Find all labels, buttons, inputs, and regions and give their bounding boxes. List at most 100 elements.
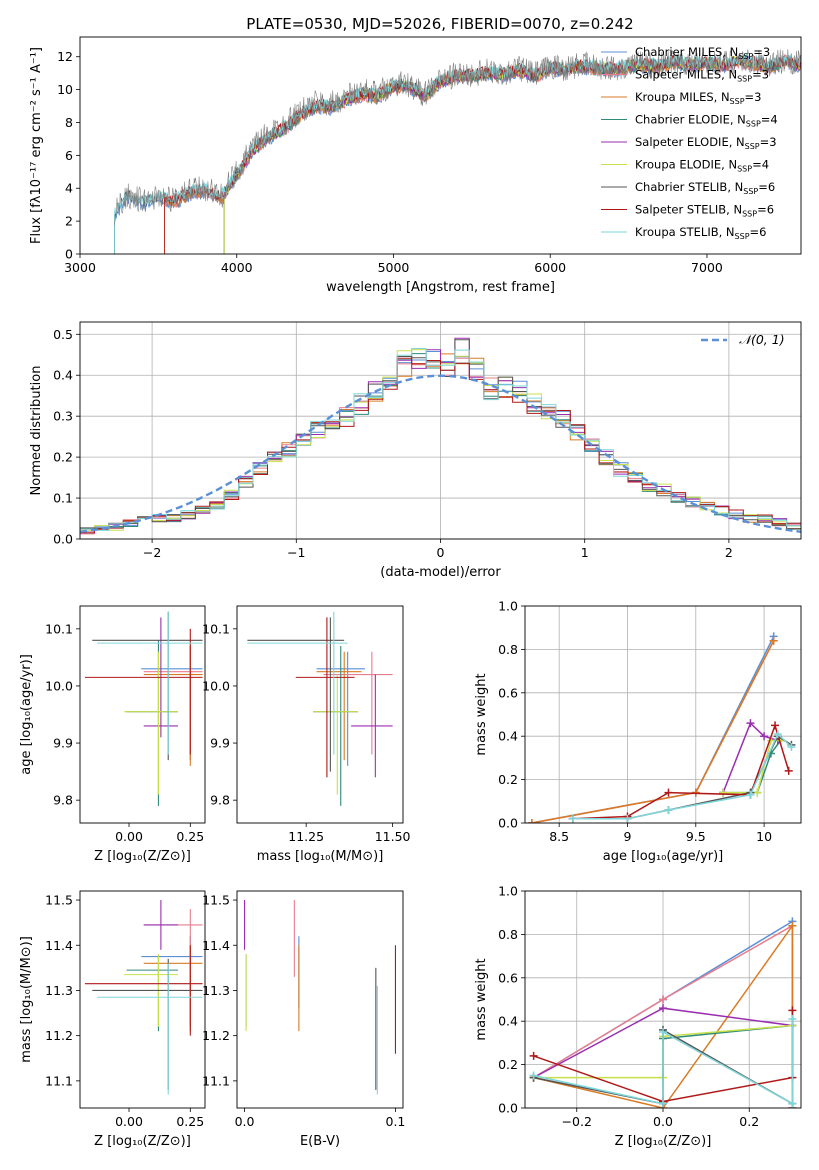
- mass-weight-marker: [719, 788, 728, 797]
- plot-area: [529, 917, 797, 1108]
- plot-area: [243, 900, 397, 1095]
- x-axis-label: (data-model)/error: [380, 565, 501, 580]
- x-tick-label: 0.25: [176, 829, 204, 844]
- x-tick-label: 0.0: [653, 1114, 673, 1129]
- chart-mass-vs-Z: 0.00 0.25 11.1 11.2 11.3 11.4 11.5 Z [log₁₀(Z/Z…: [19, 890, 206, 1149]
- model-spectrum-line: [114, 53, 801, 254]
- plot-area: [527, 632, 796, 823]
- legend-entry: Chabrier MILES, NSSP=3: [635, 45, 770, 61]
- y-tick-label: 9.8: [210, 793, 230, 808]
- x-tick-label: 8.5: [549, 829, 569, 844]
- y-tick-label: 10.1: [45, 621, 73, 636]
- chart-age-vs-Z: 0.00 0.25 9.8 9.9 10.0 10.1 Z [log₁₀(Z/Z⊙)] age…: [19, 605, 206, 864]
- mass-weight-marker: [527, 819, 536, 823]
- mass-weight-marker: [664, 805, 673, 814]
- y-tick-label: 2: [65, 214, 73, 229]
- legend-entry: Kroupa STELIB, NSSP=6: [635, 225, 766, 241]
- y-tick-label: 0.2: [498, 772, 518, 787]
- chart-mass-weight-vs-Z: −0.2 0.0 0.2 0.0 0.2 0.4 0.6 0.8 1.0 Z [log₁₀(Z/Z…: [474, 884, 802, 1149]
- mass-weight-marker: [568, 814, 577, 823]
- y-tick-label: 11.3: [45, 983, 73, 998]
- plot-area: [80, 337, 801, 535]
- legend-entry: Salpeter STELIB, NSSP=6: [635, 203, 774, 219]
- mass-weight-marker: [771, 721, 780, 730]
- x-axis-label: Z [log₁₀(Z/Z⊙)]: [94, 849, 191, 864]
- y-tick-label: 9.8: [53, 793, 73, 808]
- y-tick-label: 0.6: [498, 685, 518, 700]
- y-axis-label: Normed distribution: [29, 366, 44, 496]
- gaussian-curve: [80, 374, 801, 533]
- y-tick-label: 0.0: [53, 532, 73, 547]
- y-tick-label: 11.1: [202, 1073, 230, 1088]
- mass-weight-marker: [664, 788, 673, 797]
- mass-weight-marker: [746, 790, 755, 799]
- chart-age-vs-mass: 11.25 11.50 9.8 9.9 10.0 10.1 mass [log₁₀(M/M⊙…: [202, 605, 411, 864]
- x-tick-label: 0: [437, 545, 445, 560]
- mass-weight-marker: [773, 730, 782, 739]
- axes-frame: [236, 605, 404, 824]
- x-axis-label: wavelength [Angstrom, rest frame]: [326, 280, 555, 295]
- y-axis-label: mass [log₁₀(M/M⊙)]: [19, 936, 34, 1063]
- mass-weight-marker: [788, 921, 797, 930]
- plot-area: [114, 49, 801, 254]
- y-axis-label: Flux [fλ10⁻¹⁷ erg cm⁻² s⁻¹ A⁻¹]: [29, 47, 44, 244]
- y-tick-label: 0.8: [498, 642, 518, 657]
- y-tick-label: 0.2: [53, 450, 73, 465]
- y-tick-label: 0.6: [498, 970, 518, 985]
- x-tick-label: 3000: [64, 260, 96, 275]
- axes-frame: [79, 321, 802, 540]
- x-tick-label: 9: [623, 829, 631, 844]
- axes-frame: [79, 36, 802, 255]
- x-tick-label: 0.25: [176, 1114, 204, 1129]
- x-tick-label: 7000: [691, 260, 723, 275]
- mass-weight-marker: [746, 719, 755, 728]
- mass-weight-marker: [659, 1004, 667, 1013]
- y-tick-label: 11.4: [202, 938, 230, 953]
- axes-frame: [79, 890, 206, 1109]
- x-tick-label: −0.2: [562, 1114, 592, 1129]
- y-tick-label: 6: [65, 148, 73, 163]
- x-tick-label: 1: [581, 545, 589, 560]
- y-tick-label: 9.9: [53, 736, 73, 751]
- legend-entry: Kroupa ELODIE, NSSP=4: [635, 158, 769, 174]
- y-tick-label: 4: [65, 181, 73, 196]
- x-tick-label: −2: [143, 545, 161, 560]
- y-tick-label: 8: [65, 115, 73, 130]
- y-tick-label: 1.0: [498, 599, 518, 614]
- mass-weight-marker: [760, 732, 769, 741]
- y-tick-label: 0.3: [53, 409, 73, 424]
- y-tick-label: 10.0: [202, 678, 230, 693]
- mass-weight-marker: [788, 1006, 797, 1015]
- y-tick-label: 0.8: [498, 927, 518, 942]
- y-tick-label: 11.5: [45, 893, 73, 908]
- mass-weight-marker: [659, 1028, 667, 1037]
- x-tick-label: 0.00: [115, 1114, 143, 1129]
- mass-weight-marker: [788, 1099, 797, 1108]
- mass-weight-line: [572, 732, 792, 820]
- y-tick-label: 0.5: [53, 327, 73, 342]
- y-axis-label: mass weight: [474, 673, 489, 755]
- y-tick-label: 0.0: [498, 1101, 518, 1116]
- residual-histogram: [80, 348, 801, 531]
- y-tick-label: 0: [65, 247, 73, 262]
- x-tick-label: 11.25: [288, 829, 324, 844]
- y-tick-label: 11.3: [202, 983, 230, 998]
- chart-mass-vs-EBV: 0.0 0.1 11.1 11.2 11.3 11.4 11.5 E(B-V): [202, 890, 405, 1149]
- y-tick-label: 0.1: [53, 491, 73, 506]
- y-tick-label: 10: [57, 82, 73, 97]
- mass-weight-marker: [753, 788, 762, 797]
- chart-residuals: −2 −1 0 1 2 0.0 0.1 0.2 0.3 0.4 0.5 (data-model)/er…: [29, 321, 802, 580]
- y-tick-label: 0.4: [53, 368, 73, 383]
- y-tick-label: 0.4: [498, 729, 518, 744]
- chart-spectrum: 3000 4000 5000 6000 7000 0 2 4 6 8 10 12 wavelength …: [29, 36, 802, 295]
- y-tick-label: 10.1: [202, 621, 230, 636]
- y-axis-label: mass weight: [474, 958, 489, 1040]
- mass-weight-marker: [529, 1051, 538, 1060]
- x-axis-label: Z [log₁₀(Z/Z⊙)]: [94, 1134, 191, 1149]
- plot-area: [247, 611, 393, 806]
- mass-weight-marker: [623, 814, 632, 823]
- y-tick-label: 1.0: [498, 884, 518, 899]
- x-tick-label: 0.2: [739, 1114, 759, 1129]
- axes-frame: [79, 605, 206, 824]
